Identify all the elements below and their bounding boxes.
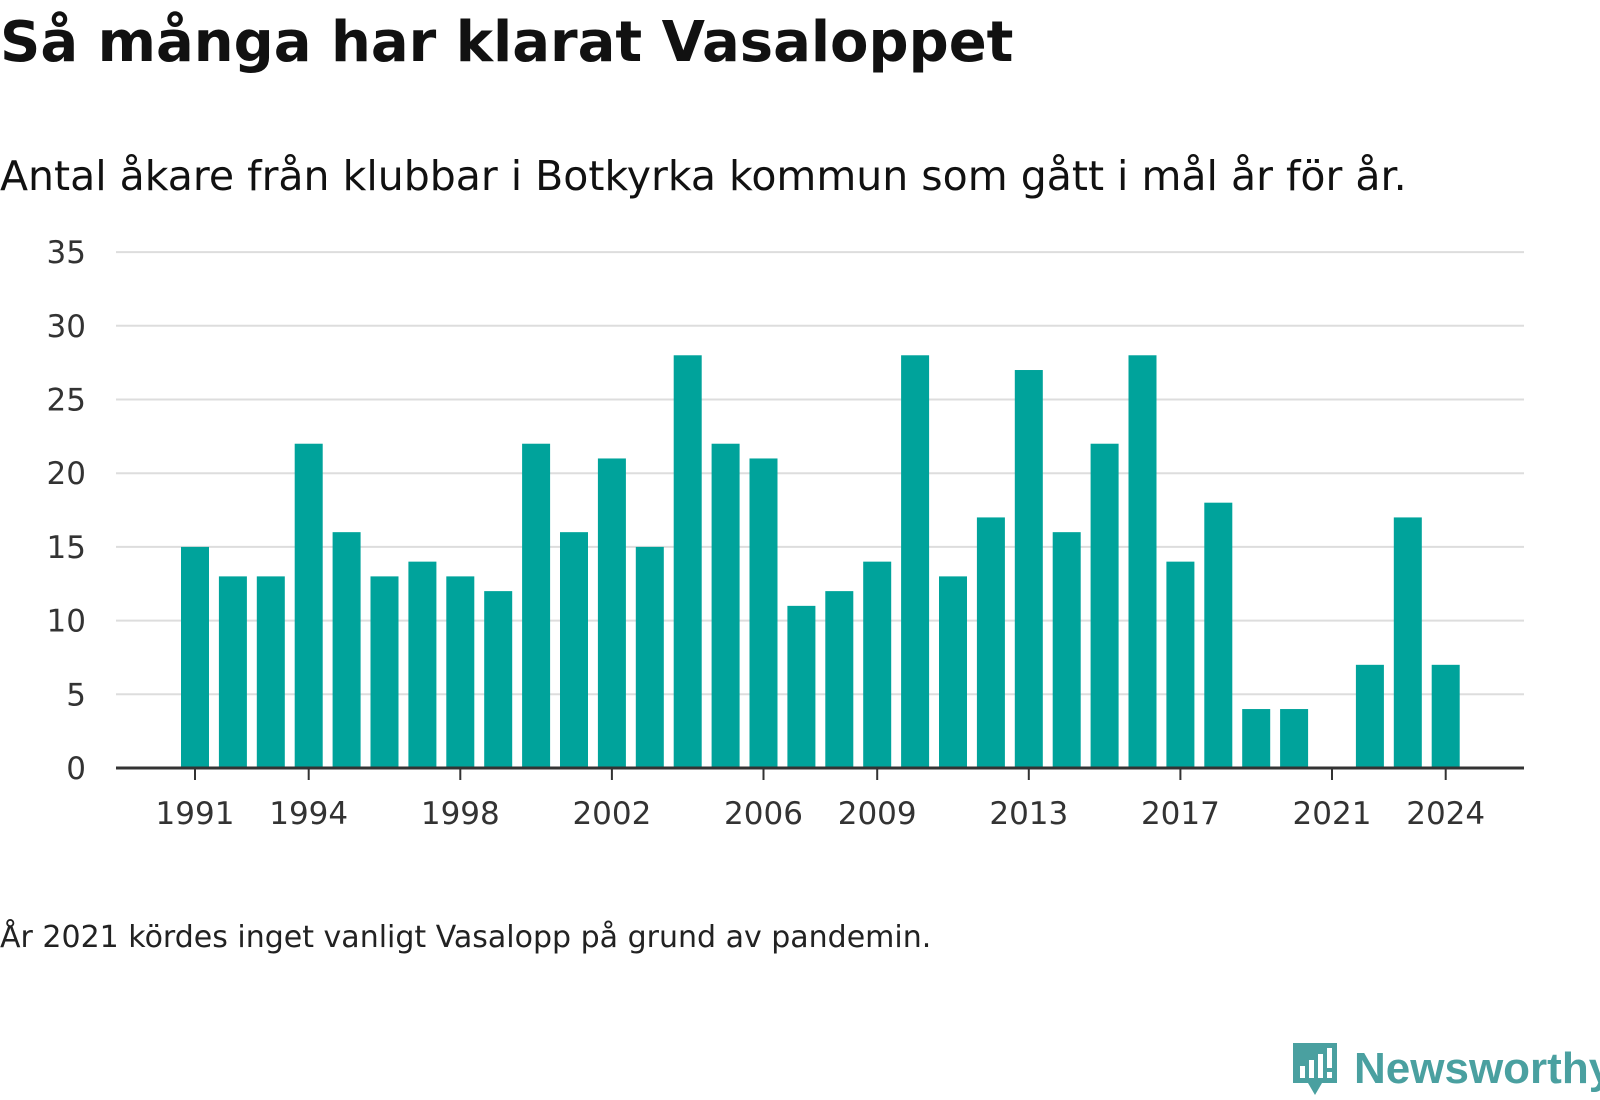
y-tick-label: 25 <box>47 383 86 419</box>
y-tick-label: 30 <box>47 309 86 345</box>
bar-1994 <box>294 443 323 768</box>
bar-1998 <box>446 576 475 768</box>
bar-2012 <box>976 517 1005 768</box>
bar-2003 <box>635 546 664 768</box>
y-tick-label: 20 <box>47 456 86 492</box>
bar-2014 <box>1052 532 1081 768</box>
bar-chart: 0 5 10 15 20 25 30 35 1991 1994 1998 2002 2006 2009 2… <box>47 235 1524 832</box>
bars <box>181 355 1460 768</box>
bar-2024 <box>1431 664 1460 768</box>
bar-2009 <box>863 561 892 768</box>
x-tick-label: 2021 <box>1293 796 1372 832</box>
bar-1997 <box>408 561 437 768</box>
bar-1992 <box>218 576 247 768</box>
bar-2016 <box>1128 355 1157 768</box>
y-tick-label: 15 <box>47 530 86 566</box>
chart-title: Så många har klarat Vasaloppet <box>0 10 1014 75</box>
x-tick-label: 1998 <box>421 796 500 832</box>
bar-1995 <box>332 532 361 768</box>
bar-2019 <box>1242 709 1271 768</box>
newsworthy-logo: Newsworthy <box>1290 1040 1600 1098</box>
x-tick-label: 2002 <box>572 796 651 832</box>
y-axis-ticks: 0 5 10 15 20 25 30 35 <box>47 235 86 787</box>
bar-2017 <box>1166 561 1195 768</box>
x-axis-ticks: 1991 1994 1998 2002 2006 2009 2013 2017 2021 2024 <box>156 768 1485 832</box>
bar-1999 <box>484 591 513 768</box>
y-tick-label: 10 <box>47 604 86 640</box>
bar-1993 <box>256 576 285 768</box>
chart-subtitle: Antal åkare från klubbar i Botkyrka komm… <box>0 152 1407 200</box>
bar-2022 <box>1355 664 1384 768</box>
bar-2001 <box>560 532 588 768</box>
bar-2002 <box>597 458 626 768</box>
bar-2013 <box>1014 370 1043 768</box>
footnote: År 2021 kördes inget vanligt Vasalopp på… <box>0 920 932 955</box>
bar-2007 <box>787 605 816 768</box>
newsworthy-logo-text: Newsworthy <box>1354 1044 1600 1093</box>
x-tick-label: 2017 <box>1141 796 1220 832</box>
bar-2008 <box>825 591 854 768</box>
x-tick-label: 2009 <box>838 796 917 832</box>
bar-2005 <box>711 443 740 768</box>
bar-2020 <box>1280 709 1309 768</box>
bar-2006 <box>749 458 778 768</box>
newsworthy-logo-icon <box>1293 1043 1337 1095</box>
bar-2000 <box>522 443 551 768</box>
y-tick-label: 35 <box>47 235 86 271</box>
gridlines <box>116 251 1524 696</box>
bar-2015 <box>1090 443 1119 768</box>
bar-2023 <box>1393 517 1422 768</box>
x-tick-label: 2006 <box>724 796 803 832</box>
x-tick-label: 2013 <box>989 796 1068 832</box>
bar-2010 <box>901 355 930 768</box>
bar-1996 <box>370 576 399 768</box>
y-tick-label: 0 <box>66 751 86 787</box>
bar-2011 <box>939 576 967 768</box>
x-tick-label: 1991 <box>156 796 235 832</box>
x-tick-label: 1994 <box>269 796 348 832</box>
x-tick-label: 2024 <box>1406 796 1485 832</box>
y-tick-label: 5 <box>66 677 86 713</box>
bar-2018 <box>1204 502 1233 768</box>
bar-2004 <box>673 355 702 768</box>
bar-1991 <box>181 546 209 768</box>
